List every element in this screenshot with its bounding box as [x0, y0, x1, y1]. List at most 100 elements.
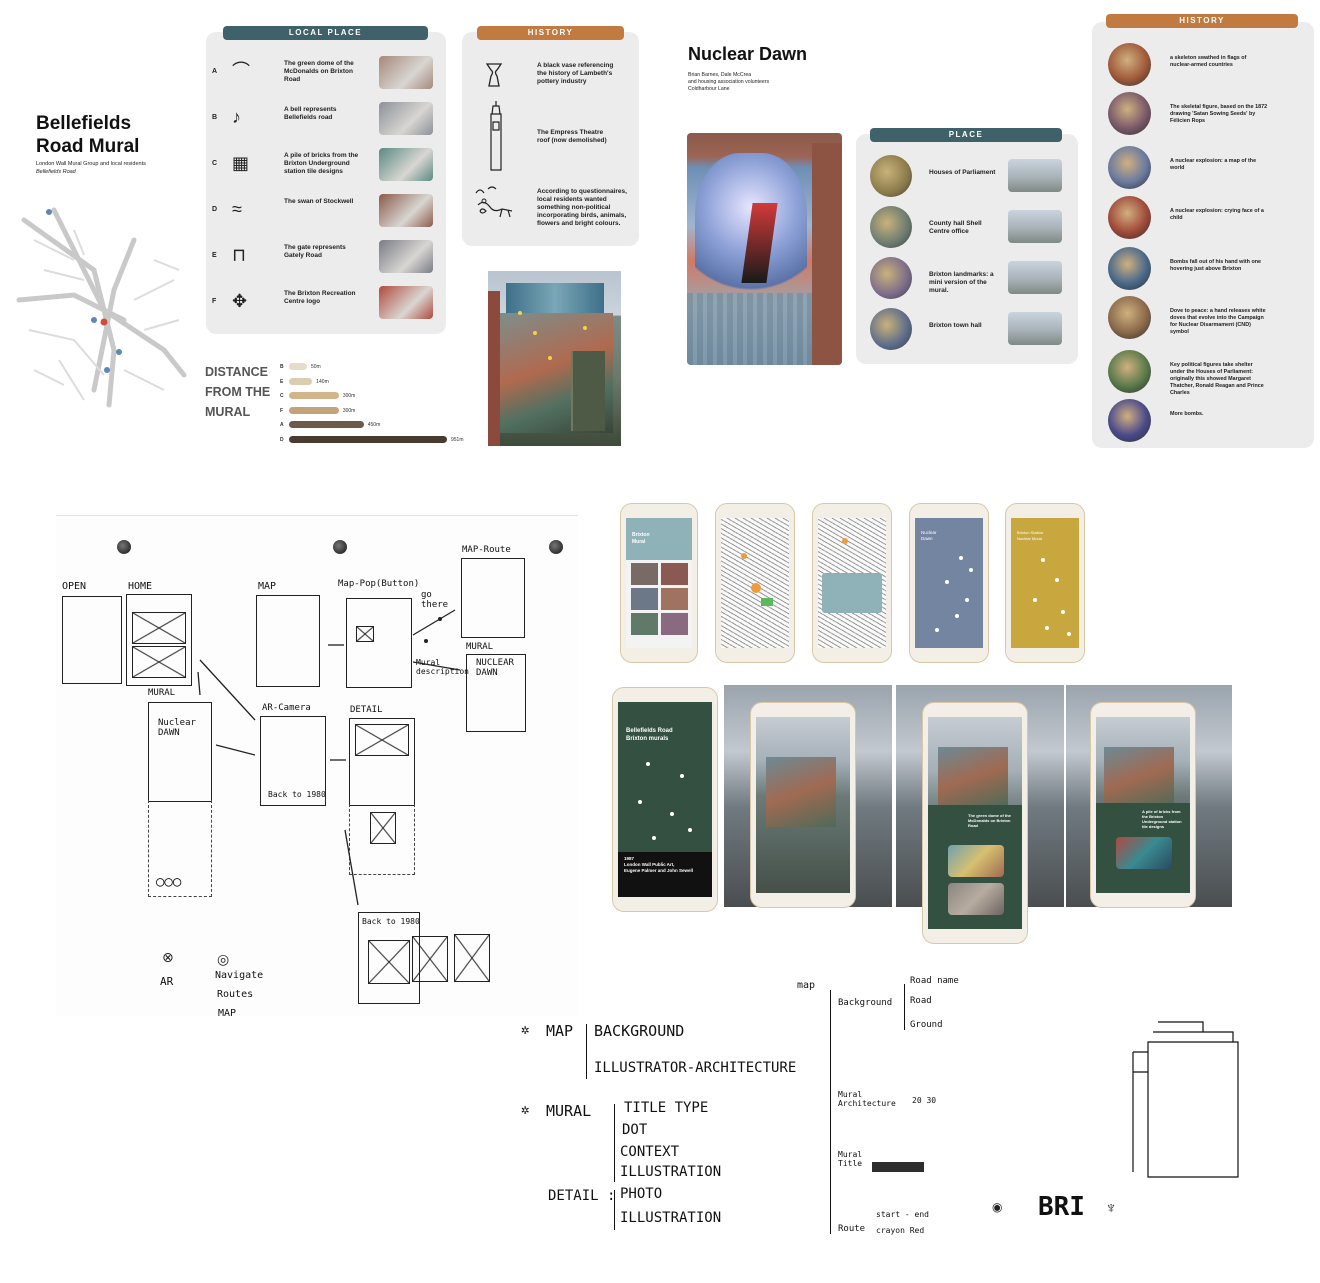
bellefields-title-line1: Bellefields — [36, 113, 132, 134]
distance-title-line1: DISTANCE — [205, 365, 268, 379]
dome-icon: ⌒ — [232, 61, 250, 81]
nuclear-mural-photo — [687, 133, 842, 365]
bellefields-location: Bellefields Road — [36, 169, 76, 175]
rnotes-mural-title: Mural Title — [838, 1150, 863, 1168]
distance-bar-letter: B — [280, 364, 284, 370]
local-place-text: A bell represents Bellefields road — [284, 106, 337, 121]
sketch-ar-label: AR — [160, 975, 174, 988]
magnet-2 — [333, 540, 347, 554]
phone-ar-2: The green dome of the McDonalds on Brixt… — [922, 702, 1028, 944]
nuclear-credit-line1: Brian Barnes, Dale McCrea — [688, 72, 752, 78]
theatre-tower-icon — [487, 100, 505, 172]
phone-bellefields-screen: Bellefields Road Brixton murals 1987 Lon… — [618, 702, 712, 897]
history-circle-image — [1108, 247, 1151, 290]
distance-title-line3: MURAL — [205, 405, 251, 419]
distance-bar — [289, 392, 339, 400]
notes-context: CONTEXT — [620, 1144, 680, 1160]
phone-station-title-line1: Brixton Station — [1017, 530, 1044, 535]
distance-bar-letter: D — [280, 437, 284, 443]
local-place-letter: E — [212, 252, 217, 259]
local-place-letter: C — [212, 160, 218, 167]
place-photo — [1008, 159, 1062, 192]
phone-ar-1-text: The green dome of the McDonalds on Brixt… — [968, 813, 1011, 828]
rnotes-crayon: crayon Red — [876, 1226, 925, 1235]
phone-station-title-line2: Nuclear Mural — [1017, 536, 1042, 541]
notes-illustration: ILLUSTRATION — [620, 1164, 722, 1180]
local-place-letter: B — [212, 114, 218, 121]
place-photo — [1008, 210, 1062, 243]
history-right-text: a skeleton swathed in flags of nuclear-a… — [1170, 55, 1247, 68]
sketch-detail-frame — [349, 718, 415, 806]
history-right-text: Dove to peace: a hand releases white dov… — [1170, 308, 1266, 335]
distance-bar-letter: E — [280, 378, 284, 385]
rnotes-title-stamp — [872, 1162, 924, 1172]
nuclear-title: Nuclear Dawn — [688, 44, 808, 64]
distance-bar-value: 140m — [316, 378, 329, 385]
rnotes-bri: BRI — [1038, 1192, 1085, 1222]
sketch-ar-camera-frame — [260, 716, 326, 806]
history-circle-image — [1108, 350, 1151, 393]
history-circle-image — [1108, 196, 1151, 239]
swan-icon: ≈ — [232, 199, 242, 219]
rnotes-bg-bracket — [904, 984, 909, 1030]
history-right-text: The skeletal figure, based on the 1872 d… — [1170, 104, 1268, 124]
phone-nuclear-title-line1: Nuclear — [921, 530, 937, 535]
sketch-detail-image-2 — [370, 812, 396, 844]
sketch-mural-label: MURAL — [466, 642, 494, 652]
phone-home: Brixton Mural — [620, 503, 698, 663]
place-photo — [1008, 312, 1062, 345]
sketch-map-pop-image — [356, 626, 374, 642]
sketch-home-image-2 — [132, 646, 186, 678]
local-place-photo — [379, 286, 433, 319]
distance-bar-value: 50m — [311, 364, 321, 370]
vase-icon — [484, 62, 504, 88]
phone-map-screen — [721, 518, 789, 648]
phone-ar-1-screen — [756, 717, 850, 893]
notes-bracket-1 — [586, 1024, 593, 1079]
local-place-photo — [379, 148, 433, 181]
sketch-open-label: OPEN — [62, 581, 87, 592]
sketch-map2-label: MAP — [218, 1008, 237, 1019]
sketch-back-image-3 — [454, 934, 490, 982]
gate-icon: ⊓ — [232, 245, 247, 265]
notes-background: BACKGROUND — [594, 1022, 685, 1040]
local-place-text: The swan of Stockwell — [284, 198, 354, 205]
sketch-open-frame — [62, 596, 122, 684]
phone-ar-3-screen: A pile of bricks from the Brixton Underg… — [1096, 717, 1190, 893]
distance-bar — [289, 406, 339, 414]
local-place-photo — [379, 194, 433, 227]
sketch-map-route-frame — [461, 558, 525, 638]
history-circle-image — [1108, 146, 1151, 189]
sketch-mural2-scroll — [148, 800, 212, 897]
bell-icon: ♪ — [232, 107, 241, 127]
sketch-detail-label: DETAIL — [350, 705, 383, 715]
history-circle-image — [1108, 92, 1151, 135]
local-place-letter: D — [212, 206, 218, 213]
sketch-board — [56, 515, 578, 1016]
history-circle-image — [1108, 296, 1151, 339]
phone-map-pop — [812, 503, 892, 663]
sketch-map-pop-frame — [346, 598, 412, 688]
sketch-ar-camera-label: AR-Camera — [262, 703, 311, 713]
sketch-map-route-label: MAP-Route — [462, 545, 511, 555]
local-place-photo — [379, 240, 433, 273]
place-photo — [1008, 261, 1062, 294]
rnotes-brush-icon: ♆ — [1105, 1200, 1117, 1217]
magnet-3 — [549, 540, 563, 554]
place-circle-image — [870, 155, 912, 197]
place-circle-image — [870, 308, 912, 350]
animals-birds-icon — [472, 185, 518, 221]
phone-bellefields-sub-line2: Eugene Palmer and John Sewell — [624, 868, 694, 873]
notes-star-1: ✲ — [521, 1022, 530, 1038]
sketch-map-label: MAP — [258, 581, 277, 592]
sketch-ar-icon: ⊗ — [162, 949, 174, 965]
sketch-mural-desc-label: Mural description — [416, 658, 469, 676]
place-text: Brixton town hall — [929, 322, 982, 329]
local-place-text: The Brixton Recreation Centre logo — [284, 290, 356, 305]
phone-station: Brixton Station Nuclear Mural — [1005, 503, 1085, 663]
history-left-text-2: According to questionnaires, local resid… — [537, 188, 627, 227]
notes-photo: PHOTO — [620, 1186, 663, 1202]
history-circle-image — [1108, 399, 1151, 442]
notes-bracket-3 — [614, 1190, 621, 1230]
notes-mural: MURAL — [546, 1102, 592, 1120]
